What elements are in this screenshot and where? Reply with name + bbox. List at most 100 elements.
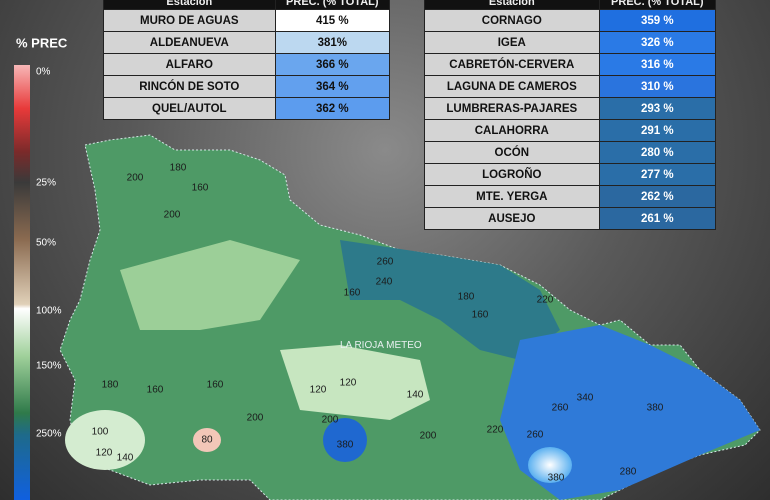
contour-label: 180 (170, 163, 187, 174)
contour-label: 260 (527, 430, 544, 441)
dry-core (193, 428, 221, 452)
dry-zone (280, 345, 430, 420)
contour-label: 340 (577, 393, 594, 404)
legend-label: 25% (36, 178, 56, 189)
station-name: LOGROÑO (424, 163, 600, 186)
station-table-left: Estación PREC. (% TOTAL) MURO DE AGUAS 415 … (103, 0, 391, 120)
table-row: CABRETÓN-CERVERA 316 % (424, 53, 717, 76)
contour-label: 80 (201, 435, 213, 446)
contour-label: 160 (192, 183, 209, 194)
legend-label: 250% (36, 429, 62, 440)
legend-label: 100% (36, 306, 62, 317)
table-row: MTE. YERGA 262 % (424, 185, 717, 208)
precip-value: 364 % (274, 75, 391, 98)
contour-label: 260 (552, 403, 569, 414)
precip-value: 326 % (598, 31, 717, 54)
contour-labels: 200 180 160 200 160 260 240 180 160 220 180 160 120 1… (92, 163, 664, 484)
contour-label: 260 (377, 257, 394, 268)
contour-label: 380 (548, 473, 565, 484)
precip-value: 366 % (274, 53, 391, 76)
legend-label: 150% (36, 361, 62, 372)
station-name: QUEL/AUTOL (103, 97, 276, 120)
contour-label: 120 (340, 378, 357, 389)
dry-zone (120, 240, 300, 330)
precip-value: 261 % (598, 207, 717, 230)
precip-value: 262 % (598, 185, 717, 208)
wet-zone (340, 240, 560, 360)
contour-label: 200 (164, 210, 181, 221)
station-name: CABRETÓN-CERVERA (424, 53, 600, 76)
legend-label: 0% (36, 67, 51, 78)
contour-label: 120 (96, 448, 113, 459)
table-row: LOGROÑO 277 % (424, 163, 717, 186)
precip-value: 293 % (598, 97, 717, 120)
color-bar (14, 65, 30, 500)
contour-label: 200 (247, 413, 264, 424)
contour-label: 240 (376, 277, 393, 288)
contour-label: 180 (102, 380, 119, 391)
contour-label: 160 (472, 310, 489, 321)
header-cell: PREC. (% TOTAL) (274, 0, 391, 10)
contour-label: 160 (147, 385, 164, 396)
header-row: Estación PREC. (% TOTAL) (424, 0, 717, 10)
table-row: CORNAGO 359 % (424, 9, 717, 32)
contour-label: 220 (537, 295, 554, 306)
table-row: ALFARO 366 % (103, 53, 391, 76)
precip-value: 310 % (598, 75, 717, 98)
station-name: AUSEJO (424, 207, 600, 230)
precip-value: 362 % (274, 97, 391, 120)
watermark: LA RIOJA METEO (340, 340, 422, 351)
dry-zone (65, 410, 145, 470)
station-name: RINCÓN DE SOTO (103, 75, 276, 98)
legend: % PREC 0% 25% 50% 100% 150% 250% (16, 35, 68, 439)
precip-value: 280 % (598, 141, 717, 164)
table-row: AUSEJO 261 % (424, 207, 717, 230)
contour-label: 220 (487, 425, 504, 436)
header-cell: PREC. (% TOTAL) (598, 0, 717, 10)
contour-label: 180 (458, 292, 475, 303)
station-name: CALAHORRA (424, 119, 600, 142)
table-row: LAGUNA DE CAMEROS 310 % (424, 75, 717, 98)
station-name: IGEA (424, 31, 600, 54)
station-name: CORNAGO (424, 9, 600, 32)
header-cell: Estación (424, 0, 600, 10)
precip-value: 291 % (598, 119, 717, 142)
contour-label: 140 (407, 390, 424, 401)
station-name: MURO DE AGUAS (103, 9, 276, 32)
table-row: IGEA 326 % (424, 31, 717, 54)
header-row: Estación PREC. (% TOTAL) (103, 0, 391, 10)
station-name: ALDEANUEVA (103, 31, 276, 54)
legend-title: % PREC (16, 35, 68, 50)
precip-value: 316 % (598, 53, 717, 76)
station-name: ALFARO (103, 53, 276, 76)
legend-label: 50% (36, 238, 56, 249)
table-row: LUMBRERAS-PAJARES 293 % (424, 97, 717, 120)
contour-label: 140 (117, 453, 134, 464)
contour-label: 160 (207, 380, 224, 391)
contour-label: 120 (310, 385, 327, 396)
table-row: ALDEANUEVA 381% (103, 31, 391, 54)
contour-label: 280 (620, 467, 637, 478)
precip-value: 415 % (274, 9, 391, 32)
table-row: OCÓN 280 % (424, 141, 717, 164)
contour-label: 380 (647, 403, 664, 414)
contour-label: 200 (322, 415, 339, 426)
table-row: QUEL/AUTOL 362 % (103, 97, 391, 120)
station-name: LAGUNA DE CAMEROS (424, 75, 600, 98)
header-cell: Estación (103, 0, 276, 10)
contour-label: 380 (337, 440, 354, 451)
wet-core (323, 418, 367, 462)
station-name: OCÓN (424, 141, 600, 164)
station-name: MTE. YERGA (424, 185, 600, 208)
table-row: MURO DE AGUAS 415 % (103, 9, 391, 32)
contour-label: 160 (344, 288, 361, 299)
station-name: LUMBRERAS-PAJARES (424, 97, 600, 120)
table-row: CALAHORRA 291 % (424, 119, 717, 142)
wet-core (528, 447, 572, 483)
contour-label: 200 (420, 431, 437, 442)
table-row: RINCÓN DE SOTO 364 % (103, 75, 391, 98)
precip-value: 381% (274, 31, 391, 54)
station-table-right: Estación PREC. (% TOTAL) CORNAGO 359 % IGEA 3… (424, 0, 717, 230)
